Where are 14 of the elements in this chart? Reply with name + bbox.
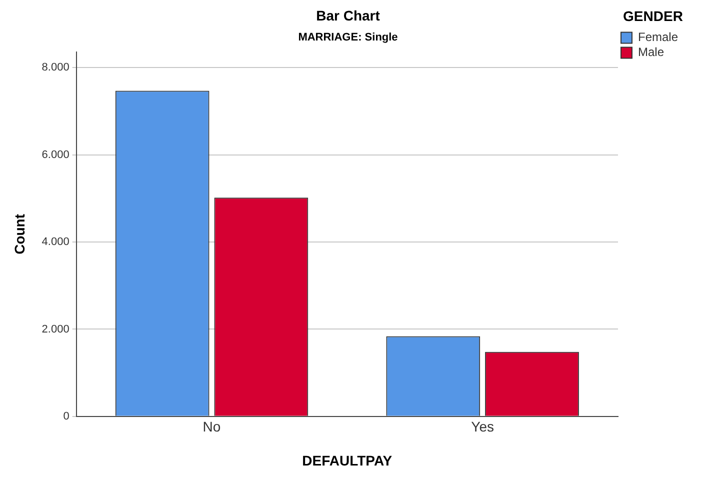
legend-title: GENDER xyxy=(623,8,683,24)
chart-title: Bar Chart xyxy=(316,7,380,24)
x-tick-label: No xyxy=(202,418,221,435)
y-tick-label: 6.000 xyxy=(42,148,70,161)
y-tick-label: 8.000 xyxy=(42,62,70,74)
legend-label: Female xyxy=(638,30,678,44)
y-axis-title: Count xyxy=(11,214,28,254)
x-tick-label: Yes xyxy=(471,418,494,435)
y-tick-label: 4.000 xyxy=(42,236,70,248)
chart-subtitle: MARRIAGE: Single xyxy=(298,31,398,44)
y-tick-label: 0 xyxy=(63,410,70,422)
x-axis-title: DEFAULTPAY xyxy=(302,452,393,468)
legend-label: Male xyxy=(638,45,664,60)
y-tick-label: 2.000 xyxy=(42,323,70,336)
